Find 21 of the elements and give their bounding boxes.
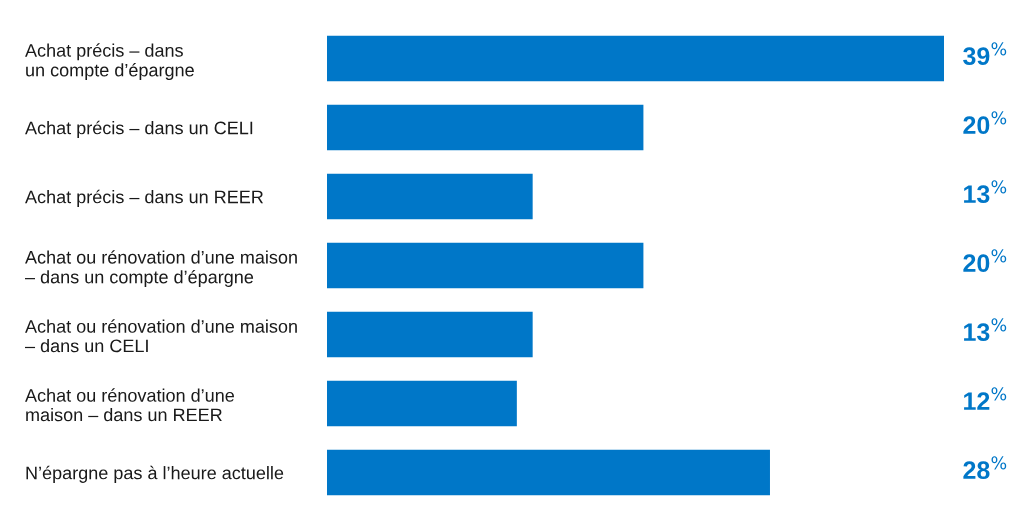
bar <box>327 35 944 82</box>
bar <box>327 173 533 220</box>
y-tick-label: Achat ou rénovation d’une maison – dans un REER <box>25 388 234 422</box>
bar <box>327 380 517 427</box>
y-tick-label: Achat ou rénovation d’une maison – dans un compte d’épargne <box>25 250 297 287</box>
y-tick-label: N’épargne pas à l’heure actuelle <box>26 465 284 483</box>
bar <box>327 104 644 151</box>
data-label: 13$^{%}$ <box>964 180 1007 204</box>
data-label: 20$^{%}$ <box>963 111 1007 135</box>
data-label: 28$^{%}$ <box>963 456 1007 480</box>
data-label: 20$^{%}$ <box>963 249 1007 273</box>
y-tick-label: Achat précis – dans un REER <box>25 189 264 207</box>
data-label: 39$^{%}$ <box>963 42 1007 66</box>
bar <box>327 311 533 358</box>
data-label: 13$^{%}$ <box>964 318 1007 342</box>
bar <box>327 242 644 289</box>
y-tick-label: Achat ou rénovation d’une maison – dans un CELI <box>25 319 297 353</box>
y-tick-label: Achat précis – dans un compte d’épargne <box>25 43 194 81</box>
bar <box>327 449 770 496</box>
data-label: 12$^{%}$ <box>964 387 1007 410</box>
y-tick-label: Achat précis – dans un CELI <box>25 120 253 138</box>
